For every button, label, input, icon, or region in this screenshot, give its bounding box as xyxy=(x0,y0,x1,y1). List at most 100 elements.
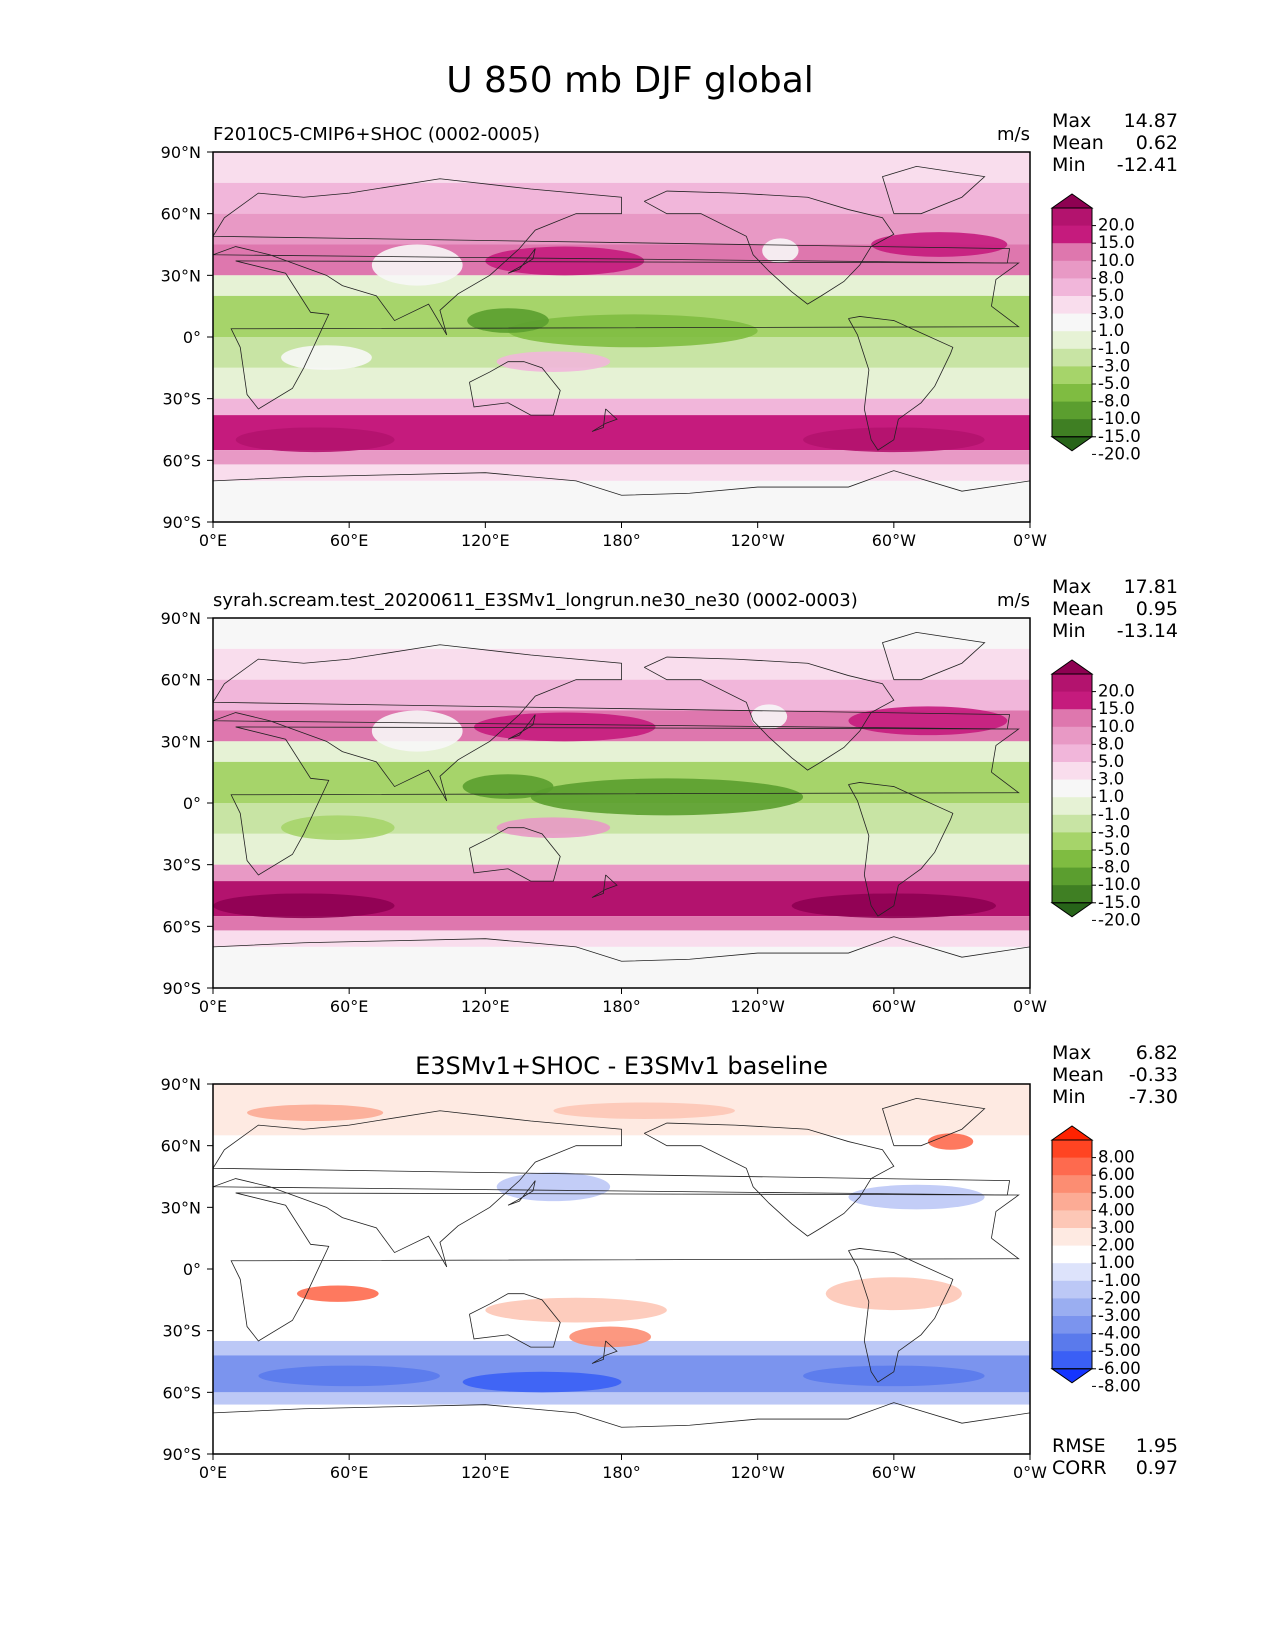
coastline xyxy=(230,1192,1020,1342)
coastline xyxy=(848,1248,954,1383)
colorbar-label: 3.0 xyxy=(1098,770,1124,789)
colorbar-segment xyxy=(1052,260,1092,279)
map-field xyxy=(213,618,1030,988)
x-tick-label: 120°W xyxy=(730,531,785,550)
stat-label: RMSE xyxy=(1052,1435,1106,1457)
map-field xyxy=(213,152,1030,522)
colorbar-segment xyxy=(1052,313,1092,332)
x-tick-label: 120°W xyxy=(730,1463,785,1482)
y-tick-label: 90°N xyxy=(161,1075,201,1094)
colorbar-segment xyxy=(1052,243,1092,262)
colorbar-label: -1.00 xyxy=(1098,1271,1141,1290)
y-tick-label: 0° xyxy=(183,794,201,813)
colorbar-segment xyxy=(1052,296,1092,315)
x-tick-label: 180° xyxy=(602,997,641,1016)
colorbar-segment xyxy=(1052,348,1092,367)
colorbar-label: -5.0 xyxy=(1098,374,1130,393)
colorbar-label: 15.0 xyxy=(1098,699,1135,718)
field-blob xyxy=(508,314,758,348)
colorbar: 20.015.010.08.05.03.01.0-1.0-3.0-5.0-8.0… xyxy=(1050,659,1141,929)
field-band xyxy=(213,916,1030,931)
colorbar-segment xyxy=(1052,1210,1092,1229)
stat-value: 1.95 xyxy=(1136,1435,1178,1457)
x-tick-label: 60°E xyxy=(330,997,368,1016)
coastline xyxy=(881,165,986,215)
coastline xyxy=(881,1097,986,1147)
field-blob xyxy=(871,232,1008,257)
y-tick-label: 30°S xyxy=(162,1322,201,1341)
field-blob xyxy=(825,1277,962,1311)
field-blob xyxy=(467,308,549,333)
y-tick-label: 30°N xyxy=(161,266,201,285)
colorbar-label: 20.0 xyxy=(1098,682,1135,701)
colorbar-label: 8.00 xyxy=(1098,1148,1135,1167)
colorbar-label: 5.0 xyxy=(1098,286,1124,305)
colorbar-segment xyxy=(1052,366,1092,385)
colorbar-segment xyxy=(1052,1316,1092,1335)
coastline xyxy=(591,408,618,432)
field-blob xyxy=(750,704,788,730)
panel-diff: E3SMv1+SHOC - E3SMv1 baseline 0°E 60°E 120°… xyxy=(161,1042,1178,1482)
map-field xyxy=(213,1084,1030,1454)
field-blob xyxy=(496,351,611,372)
y-tick-label: 0° xyxy=(183,328,201,347)
field-blob xyxy=(281,815,395,841)
colorbar-extend-top xyxy=(1050,1125,1094,1141)
field-blob xyxy=(553,1102,735,1119)
colorbar-segment xyxy=(1052,1263,1092,1282)
colorbar-segment xyxy=(1052,779,1092,798)
field-band xyxy=(213,450,1030,465)
panel-title: syrah.scream.test_20200611_E3SMv1_longru… xyxy=(213,590,858,611)
panel-test: F2010C5-CMIP6+SHOC (0002-0005) m/s 0°E 60°E… xyxy=(161,110,1178,550)
field-blob xyxy=(485,1297,667,1323)
field-blob xyxy=(927,1133,974,1150)
field-band xyxy=(213,679,1030,711)
colorbar-label: 6.00 xyxy=(1098,1165,1135,1184)
colorbar-label: 8.0 xyxy=(1098,268,1124,287)
field-band xyxy=(213,464,1030,481)
y-tick-label: 90°S xyxy=(162,513,201,532)
colorbar-label: -20.0 xyxy=(1098,444,1141,463)
colorbar-label: -6.00 xyxy=(1098,1359,1141,1378)
stat-label: Max xyxy=(1052,1042,1091,1064)
field-blob xyxy=(462,774,554,799)
colorbar-segment xyxy=(1052,867,1092,886)
field-blob xyxy=(213,893,395,919)
colorbar: 8.006.005.004.003.002.001.00-1.00-2.00-3… xyxy=(1050,1125,1141,1395)
colorbar-segment xyxy=(1052,709,1092,728)
colorbar-segment xyxy=(1052,1298,1092,1317)
stat-value: 17.81 xyxy=(1124,576,1178,598)
colorbar-label: -10.0 xyxy=(1098,409,1141,428)
colorbar-label: 5.0 xyxy=(1098,752,1124,771)
stat-label: Min xyxy=(1052,1086,1086,1108)
y-tick-label: 60°S xyxy=(162,917,201,936)
y-tick-label: 90°N xyxy=(161,143,201,162)
colorbar-segment xyxy=(1052,331,1092,350)
field-blob xyxy=(496,817,611,838)
stat-value: 6.82 xyxy=(1136,1042,1178,1064)
colorbar-extend-top xyxy=(1050,659,1094,675)
field-band xyxy=(213,398,1030,416)
x-tick-label: 60°E xyxy=(330,531,368,550)
colorbar-label: 4.00 xyxy=(1098,1200,1135,1219)
stat-value: -7.30 xyxy=(1129,1086,1178,1108)
coastline xyxy=(644,1122,895,1237)
colorbar-label: 1.0 xyxy=(1098,787,1124,806)
colorbar-segment xyxy=(1052,1280,1092,1299)
units-label: m/s xyxy=(997,590,1030,611)
colorbar-label: -8.0 xyxy=(1098,392,1130,411)
colorbar-segment xyxy=(1052,1228,1092,1247)
y-tick-label: 30°N xyxy=(161,732,201,751)
colorbar-frame xyxy=(1051,673,1093,904)
field-blob xyxy=(258,1365,440,1387)
colorbar-label: -10.0 xyxy=(1098,875,1141,894)
x-tick-label: 120°E xyxy=(461,531,510,550)
colorbar-segment xyxy=(1052,208,1092,227)
colorbar-extend-bottom xyxy=(1050,1368,1094,1384)
field-band xyxy=(213,946,1030,988)
colorbar-label: 10.0 xyxy=(1098,717,1135,736)
x-tick-label: 0°E xyxy=(199,997,227,1016)
coastline xyxy=(230,726,1020,876)
colorbar-segment xyxy=(1052,814,1092,833)
colorbar-label: 2.00 xyxy=(1098,1236,1135,1255)
